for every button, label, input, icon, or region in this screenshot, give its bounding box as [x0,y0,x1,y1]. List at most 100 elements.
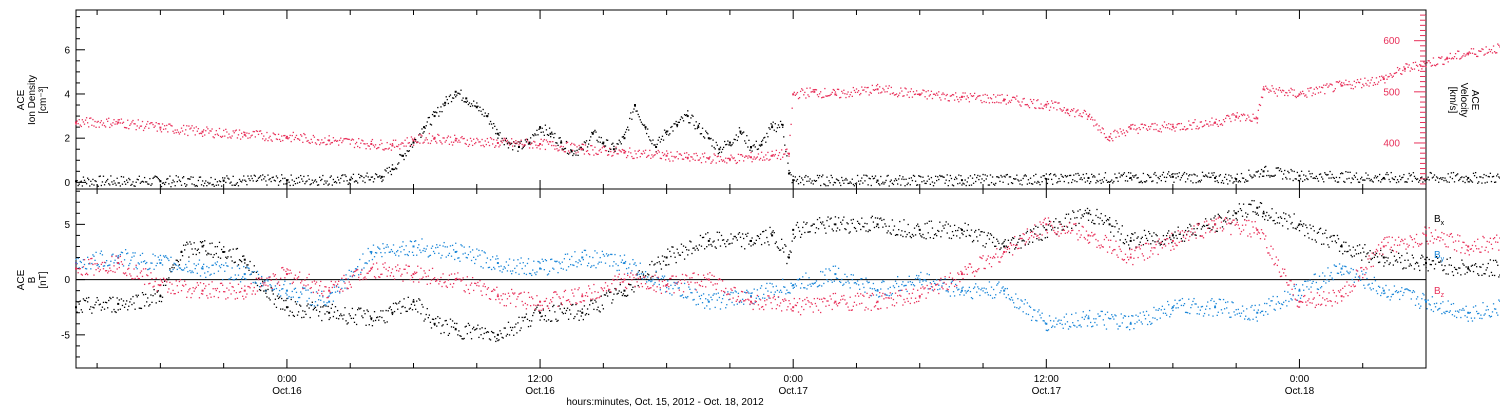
field-bx-dot [97,299,99,301]
density-point [644,126,647,129]
velocity-dot [1099,129,1101,131]
field-bx-dot [165,284,167,287]
field-bx-dot [821,223,823,225]
density-dot [1150,176,1152,178]
velocity-dot [1279,89,1282,92]
velocity-dot [1447,61,1449,63]
field-bx-dot [1026,230,1029,233]
velocity-dot [721,160,724,162]
density-point [517,146,520,149]
velocity-dot [1015,98,1017,100]
density-dot [515,142,517,145]
field-bx-dot [1357,252,1360,255]
field-bx-dot [1255,213,1257,215]
density-dot [458,92,460,95]
density-dot [649,139,651,141]
field-bx-dot [1091,221,1093,223]
field-by-dot [230,276,232,279]
velocity-dot [988,102,991,104]
velocity-dot [189,128,191,130]
velocity-dot [863,89,865,91]
field-bx-dot [1355,253,1358,255]
velocity-dot [154,125,156,127]
velocity-point [159,126,162,129]
field-bx-dot [995,245,997,247]
density-dot [950,177,953,180]
velocity-dot [700,161,703,164]
velocity-point [1045,103,1048,106]
field-bx-dot [683,258,686,260]
field-bx-dot [932,237,935,239]
field-bx-dot [1318,228,1321,230]
field-by-dot [215,263,217,266]
field-bx-dot [1083,213,1085,215]
field-bx-dot [927,232,929,234]
density-dot [1329,170,1331,173]
density-dot [836,179,839,181]
density-dot [120,175,123,178]
density-dot [848,182,850,184]
field-by-dot [470,259,473,262]
density-dot [586,146,589,148]
velocity-dot [1075,111,1077,113]
density-dot [1484,182,1486,184]
density-dot [230,181,232,183]
field-bx-dot [1220,217,1223,219]
field-bx-dot [377,316,379,318]
velocity-dot [631,155,633,158]
field-bx-dot [452,326,455,328]
field-bx-dot [496,337,498,340]
velocity-dot [195,126,197,128]
field-bx-dot [1392,264,1395,266]
density-dot [721,148,724,151]
velocity-dot [685,156,687,159]
field-bx-dot [1077,210,1079,212]
density-dot [937,176,939,178]
velocity-dot [1143,124,1146,126]
field-bx-dot [1188,230,1190,232]
density-dot [928,178,930,180]
field-bx-dot [921,236,923,238]
field-bx-dot [87,301,89,303]
velocity-dot [1066,112,1069,114]
velocity-dot [1358,81,1361,84]
velocity-dot [815,89,818,91]
velocity-dot [1377,81,1380,83]
density-dot [412,141,415,143]
density-dot [856,174,859,177]
velocity-dot [664,159,667,161]
velocity-dot [1116,130,1118,132]
field-bx-dot [685,246,687,248]
velocity-dot [840,96,842,99]
density-dot [823,183,825,185]
field-bx-dot [937,229,939,232]
field-bx-dot [152,294,154,297]
field-bx-dot [898,228,900,231]
field-bx-dot [1022,239,1024,241]
field-bx-dot [139,307,142,309]
field-bx-dot [838,229,841,231]
field-bx-dot [219,257,222,259]
density-dot [445,96,447,98]
density-dot [956,178,958,180]
velocity-dot [661,151,664,154]
velocity-dot [101,124,104,126]
velocity-dot [177,131,180,133]
field-by-dot [105,259,108,262]
velocity-dot [191,125,193,127]
velocity-dot [355,141,358,144]
density-dot [288,181,290,183]
density-dot [1141,181,1143,184]
field-bx-dot [363,310,365,312]
velocity-dot [553,144,555,147]
field-bx-dot [435,317,437,320]
density-dot [377,176,379,178]
density-dot [133,185,135,187]
field-bx-dot [1144,234,1147,237]
field-bx-dot [1104,215,1107,217]
velocity-dot [533,140,535,143]
density-dot [466,100,468,102]
velocity-dot [1352,88,1354,90]
velocity-dot [1253,117,1255,119]
field-by-dot [141,252,144,255]
